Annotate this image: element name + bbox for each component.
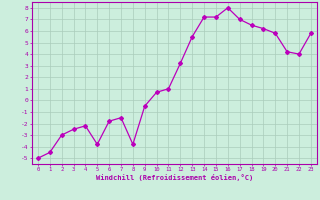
X-axis label: Windchill (Refroidissement éolien,°C): Windchill (Refroidissement éolien,°C) <box>96 174 253 181</box>
